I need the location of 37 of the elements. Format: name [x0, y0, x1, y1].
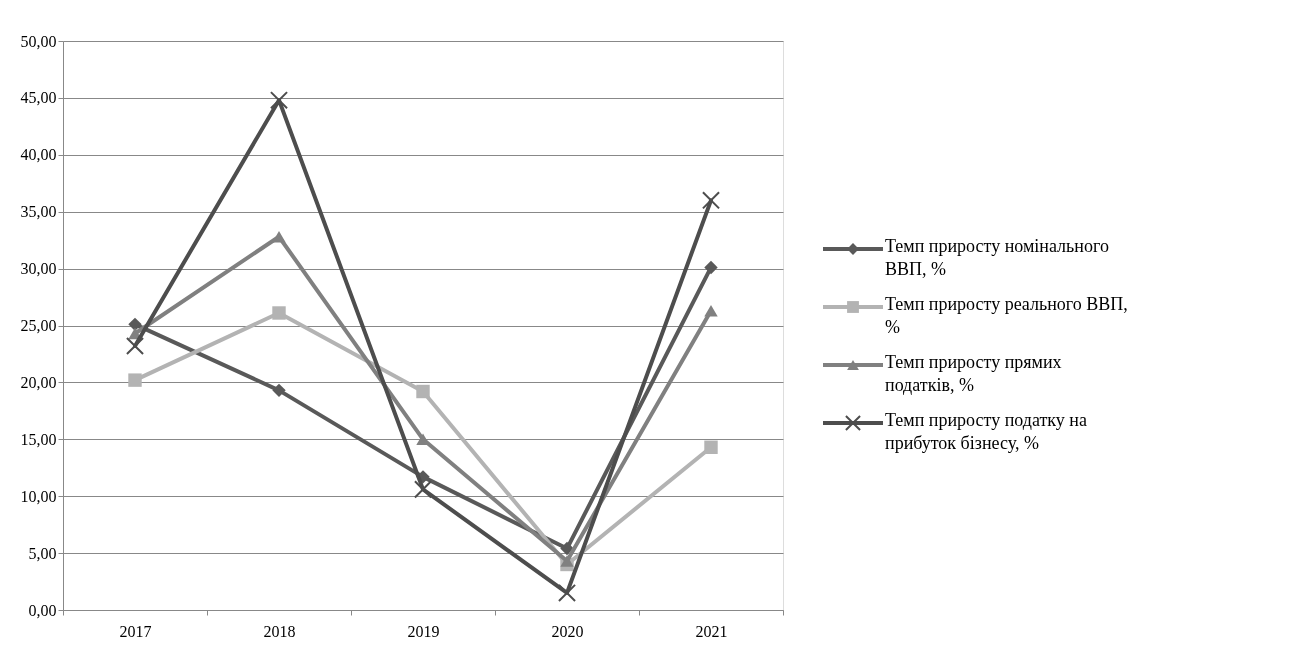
point: [269, 91, 289, 110]
point: [125, 336, 145, 356]
point: [704, 440, 718, 454]
y-tick-label: 15,00: [20, 430, 57, 448]
point: [560, 555, 574, 567]
legend-label: Темп приросту номінального ВВП, %: [885, 236, 1109, 279]
y-tick-label: 40,00: [20, 146, 57, 164]
point: [413, 480, 433, 499]
point: [416, 384, 430, 399]
point: [272, 230, 286, 243]
legend-label: Темп приросту податку на прибуток бізнесу, %: [885, 410, 1087, 453]
point: [701, 191, 721, 210]
y-tick-label: 5,00: [28, 544, 57, 562]
point: [416, 433, 430, 446]
legend-label: Темп приросту реального ВВП, %: [885, 294, 1128, 337]
y-tick-label: 35,00: [20, 203, 57, 221]
y-tick-label: 0,00: [28, 601, 57, 619]
y-tick-label: 45,00: [20, 89, 57, 107]
y-tick-label: 20,00: [20, 373, 57, 391]
point: [128, 373, 142, 387]
x-tick-label: 2017: [119, 622, 152, 640]
y-tick-label: 30,00: [20, 260, 57, 278]
point: [704, 304, 718, 317]
x-tick-label: 2020: [551, 622, 584, 640]
point: [704, 260, 718, 275]
point: [272, 383, 286, 398]
x-tick-label: 2019: [407, 622, 440, 640]
x-tick-label: 2018: [263, 622, 296, 640]
point: [272, 306, 286, 320]
y-tick-label: 25,00: [20, 317, 57, 334]
point: [128, 317, 142, 332]
point: [557, 583, 577, 602]
point: [560, 541, 574, 556]
y-tick-label: 10,00: [20, 487, 57, 505]
legend-label: Темп приросту прямих податків, %: [885, 352, 1062, 395]
x-tick-label: 2021: [695, 622, 728, 640]
y-tick-label: 50,00: [20, 32, 57, 50]
